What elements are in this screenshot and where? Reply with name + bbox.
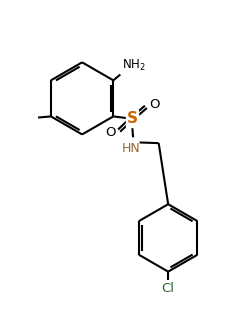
Text: O: O <box>105 126 116 139</box>
Text: Cl: Cl <box>162 282 175 295</box>
Text: S: S <box>126 111 137 126</box>
Text: NH$_2$: NH$_2$ <box>122 58 146 73</box>
Text: O: O <box>149 98 160 111</box>
Text: HN: HN <box>121 142 140 155</box>
